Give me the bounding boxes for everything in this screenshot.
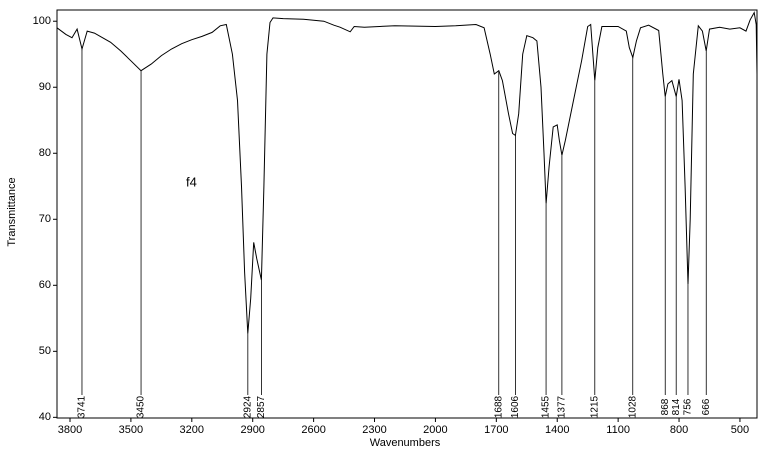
peak-label: 1028 bbox=[627, 395, 638, 418]
x-tick-label: 1100 bbox=[606, 424, 630, 436]
x-tick-label: 1700 bbox=[484, 424, 508, 436]
peak-label: 3741 bbox=[77, 395, 88, 418]
x-axis-label: Wavenumbers bbox=[370, 437, 441, 449]
peak-label: 1606 bbox=[510, 395, 521, 418]
y-tick-label: 80 bbox=[39, 147, 51, 159]
y-tick-label: 70 bbox=[39, 213, 51, 225]
peak-label: 868 bbox=[660, 398, 671, 415]
x-tick-label: 2600 bbox=[301, 424, 325, 436]
x-tick-label: 1400 bbox=[545, 424, 569, 436]
y-tick-label: 90 bbox=[39, 81, 51, 93]
y-tick-label: 40 bbox=[39, 411, 51, 423]
y-axis-label: Transmittance bbox=[6, 177, 18, 246]
x-tick-label: 2000 bbox=[423, 424, 447, 436]
x-tick-label: 500 bbox=[731, 424, 749, 436]
peak-label: 1455 bbox=[541, 395, 552, 418]
x-tick-label: 3200 bbox=[180, 424, 204, 436]
y-tick-label: 60 bbox=[39, 279, 51, 291]
peak-label: 3450 bbox=[136, 395, 147, 418]
y-tick-label: 100 bbox=[33, 15, 51, 27]
y-tick-label: 50 bbox=[39, 345, 51, 357]
x-tick-label: 2300 bbox=[362, 424, 386, 436]
x-tick-label: 800 bbox=[670, 424, 688, 436]
peak-label: 1688 bbox=[493, 395, 504, 418]
peak-label: 756 bbox=[683, 398, 694, 415]
x-tick-label: 3800 bbox=[58, 424, 82, 436]
peak-label: 2924 bbox=[242, 395, 253, 418]
peak-label: 814 bbox=[671, 398, 682, 415]
annotation: f4 bbox=[186, 174, 197, 189]
peak-label: 1377 bbox=[557, 395, 568, 418]
peak-label: 1215 bbox=[589, 395, 600, 418]
plot-frame bbox=[56, 9, 758, 419]
peak-label: 2857 bbox=[256, 395, 267, 418]
x-tick-label: 2900 bbox=[240, 424, 264, 436]
x-tick-label: 3500 bbox=[119, 424, 143, 436]
spectrum-line bbox=[56, 11, 758, 334]
peak-label: 666 bbox=[701, 398, 712, 415]
